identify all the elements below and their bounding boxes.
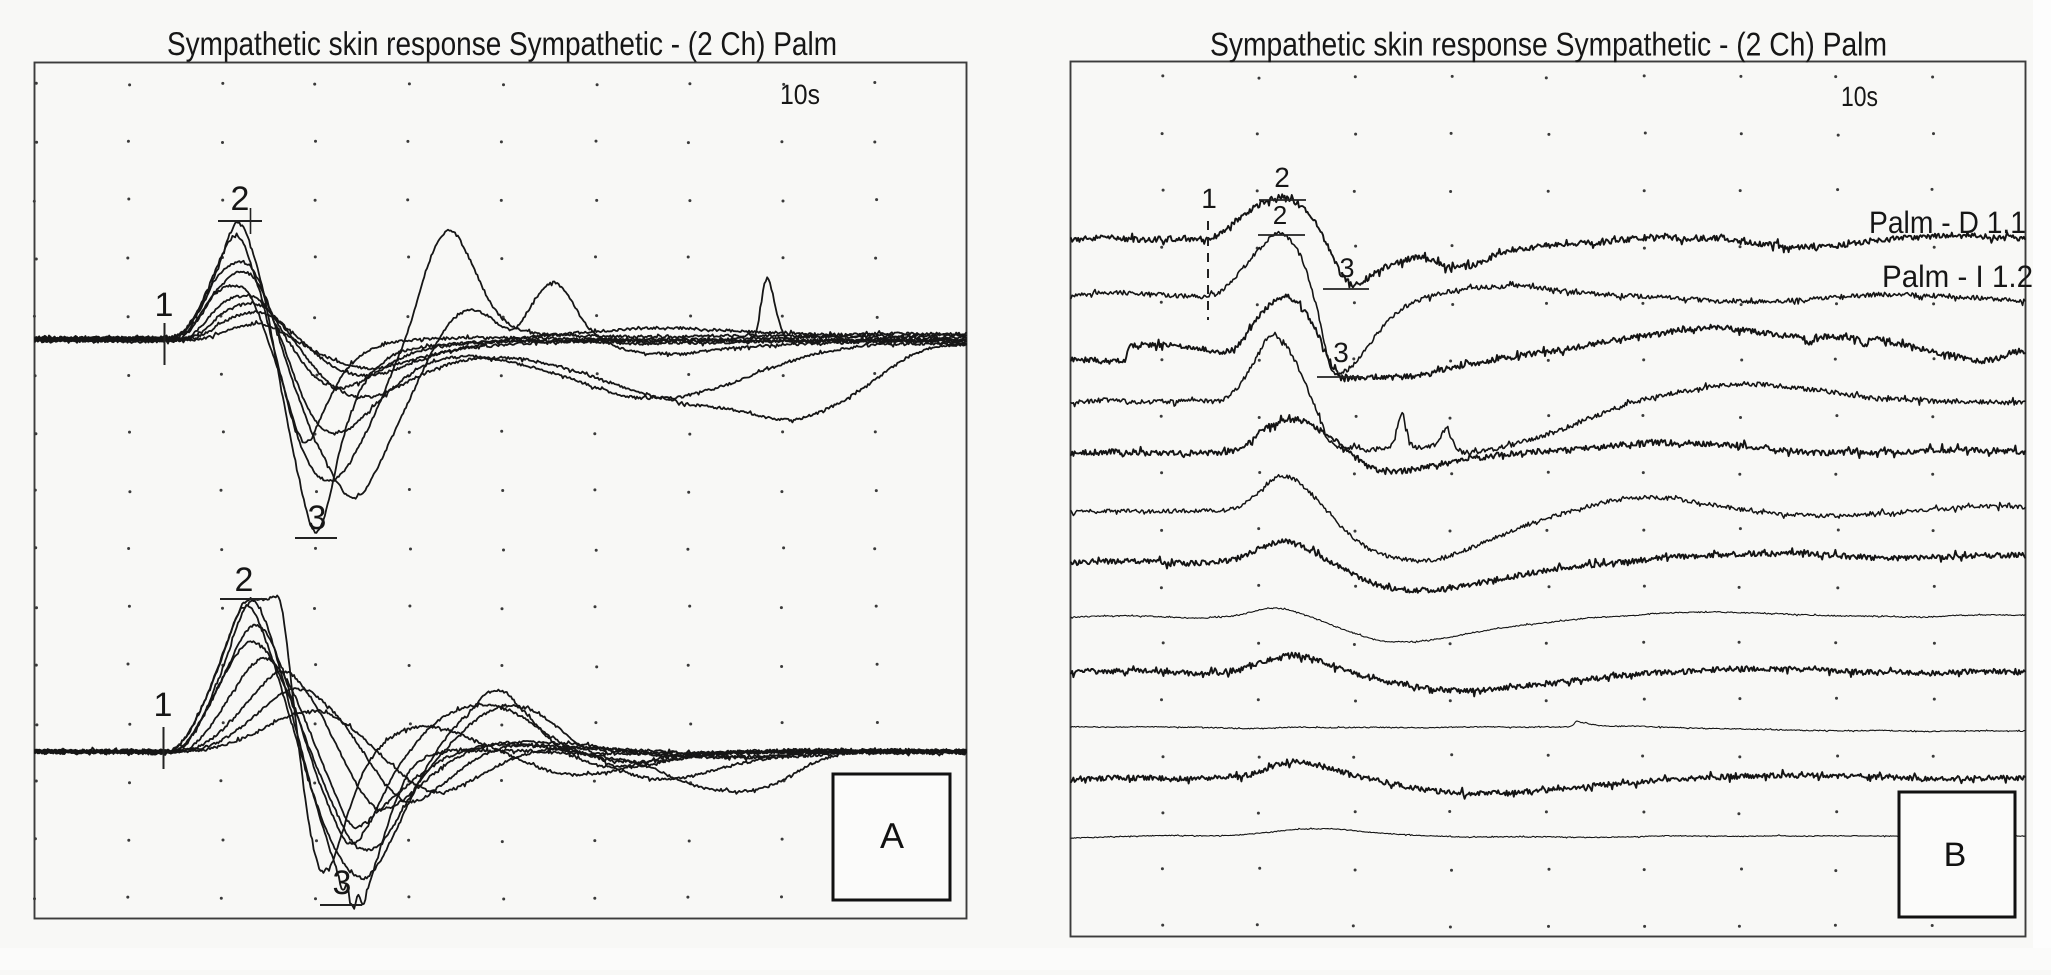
svg-text:Sympathetic skin response Symp: Sympathetic skin response Sympathetic - … [1210, 26, 1887, 63]
svg-text:2: 2 [235, 561, 254, 599]
svg-text:10s: 10s [780, 79, 820, 110]
svg-text:2: 2 [1273, 200, 1287, 230]
svg-text:Palm - D 1.1: Palm - D 1.1 [1869, 205, 2026, 240]
svg-text:1: 1 [1201, 183, 1217, 214]
svg-text:Palm - I 1.2: Palm - I 1.2 [1882, 259, 2033, 294]
svg-text:A: A [880, 815, 904, 856]
svg-text:1: 1 [155, 286, 174, 324]
svg-text:10s: 10s [1841, 81, 1878, 112]
svg-text:3: 3 [308, 499, 327, 537]
svg-text:B: B [1944, 836, 1967, 874]
svg-text:3: 3 [1333, 337, 1349, 368]
svg-text:2: 2 [1274, 162, 1290, 193]
svg-text:1: 1 [154, 686, 173, 724]
svg-text:2: 2 [231, 180, 250, 218]
svg-text:3: 3 [333, 864, 352, 902]
svg-text:3: 3 [1339, 253, 1354, 283]
svg-text:Sympathetic skin response Symp: Sympathetic skin response Sympathetic - … [167, 25, 837, 62]
